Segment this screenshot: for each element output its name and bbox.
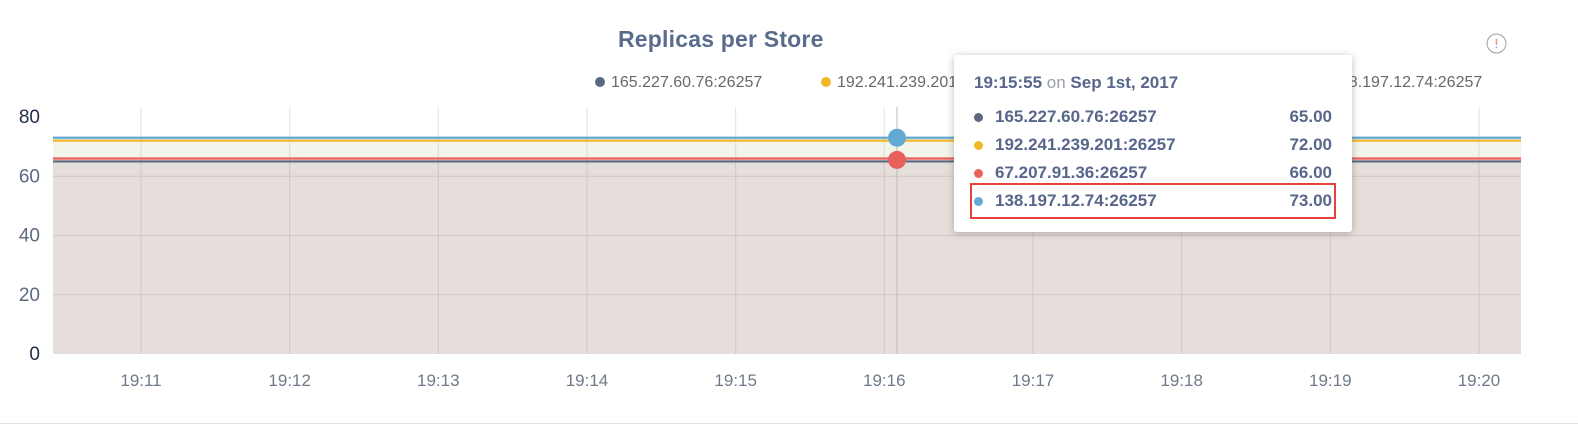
svg-text:40: 40 xyxy=(19,226,40,247)
svg-text:0: 0 xyxy=(29,344,40,365)
svg-text:19:20: 19:20 xyxy=(1458,371,1501,390)
svg-text:19:16: 19:16 xyxy=(863,371,906,390)
svg-text:19:13: 19:13 xyxy=(417,371,460,390)
svg-text:19:11: 19:11 xyxy=(120,371,161,390)
svg-text:19:14: 19:14 xyxy=(566,371,609,390)
svg-text:19:17: 19:17 xyxy=(1012,371,1055,390)
svg-text:60: 60 xyxy=(19,166,40,187)
svg-text:19:19: 19:19 xyxy=(1309,371,1352,390)
svg-text:19:18: 19:18 xyxy=(1160,371,1203,390)
svg-text:20: 20 xyxy=(19,285,40,306)
svg-text:80: 80 xyxy=(19,107,40,128)
svg-text:19:15: 19:15 xyxy=(714,371,757,390)
svg-text:19:12: 19:12 xyxy=(268,371,311,390)
